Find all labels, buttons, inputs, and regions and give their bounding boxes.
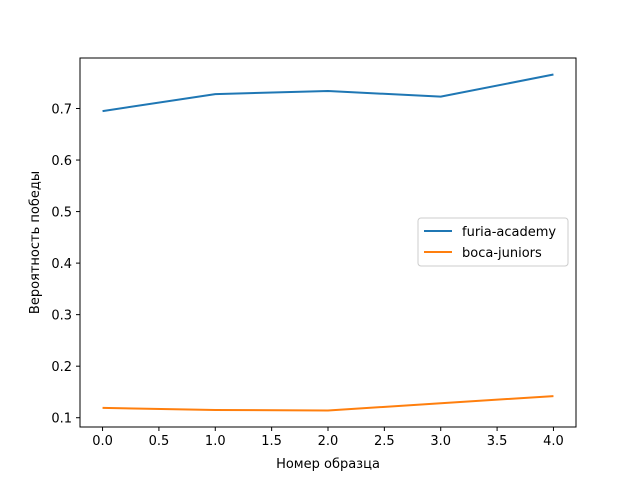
y-tick-label: 0.3 [51, 309, 72, 324]
x-tick-label: 0.0 [92, 434, 113, 449]
ticks-layer: 0.0 0.5 1.0 1.5 2.0 2.5 3.0 3.5 4.0 0.1 0.2 0.3 0.4 0… [51, 103, 563, 449]
series-line-furia-academy [102, 73, 554, 113]
x-tick-label: 4.0 [543, 434, 564, 449]
y-tick-label: 0.7 [51, 103, 72, 118]
legend-box [417, 217, 569, 267]
x-tick-label: 3.5 [487, 434, 508, 449]
plot-frame [79, 57, 577, 428]
legend-label-boca-juniors: boca-juniors [462, 246, 542, 261]
x-tick-label: 0.5 [149, 434, 170, 449]
y-tick-label: 0.6 [51, 154, 72, 169]
y-tick-label: 0.4 [51, 257, 72, 272]
y-tick-label: 0.2 [51, 360, 72, 375]
x-tick-label: 3.0 [430, 434, 451, 449]
x-tick-label: 2.0 [318, 434, 339, 449]
y-axis-label: Вероятность победы [28, 171, 43, 314]
x-tick-label: 1.0 [205, 434, 226, 449]
y-tick-label: 0.1 [51, 412, 72, 427]
x-tick-label: 1.5 [261, 434, 282, 449]
series-line-boca-juniors [102, 395, 554, 412]
legend: furia-academy boca-juniors [417, 217, 569, 267]
x-axis-label: Номер образца [276, 457, 380, 472]
legend-label-furia-academy: furia-academy [462, 225, 556, 240]
x-tick-label: 2.5 [374, 434, 395, 449]
y-tick-label: 0.5 [51, 206, 72, 221]
series-layer [102, 73, 554, 412]
